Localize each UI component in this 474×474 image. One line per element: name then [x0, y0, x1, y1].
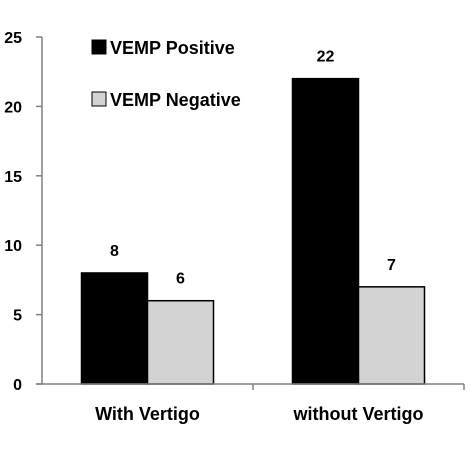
data-labels-group: 8 6 22 7 [110, 49, 396, 288]
y-tick-label: 10 [4, 238, 22, 255]
bars-group [80, 77, 426, 385]
y-tick-label: 20 [4, 99, 22, 116]
y-tick-label: 15 [4, 169, 22, 186]
category-label: With Vertigo [95, 404, 200, 424]
data-label: 8 [110, 243, 119, 260]
bar-vemp-negative-0 [146, 299, 215, 385]
y-tick-label: 25 [4, 30, 22, 47]
bar-vemp-positive-0 [80, 272, 149, 385]
category-label: without Vertigo [293, 404, 424, 424]
bar-vemp-negative-1 [357, 286, 426, 385]
y-tick-label: 0 [13, 377, 22, 394]
legend-swatch-vemp-positive [91, 39, 107, 55]
data-label: 7 [387, 257, 396, 274]
legend: VEMP Positive VEMP Negative [91, 38, 241, 110]
bar-vemp-positive-1 [291, 77, 360, 385]
legend-label-vemp-negative: VEMP Negative [110, 90, 241, 110]
y-tick-label: 5 [13, 308, 22, 325]
legend-label-vemp-positive: VEMP Positive [110, 38, 235, 58]
axes-group: With Vertigo without Vertigo 0 5 10 15 20 25 [4, 30, 465, 424]
data-label: 22 [317, 49, 335, 66]
legend-swatch-vemp-negative [91, 91, 107, 107]
data-label: 6 [176, 271, 185, 288]
